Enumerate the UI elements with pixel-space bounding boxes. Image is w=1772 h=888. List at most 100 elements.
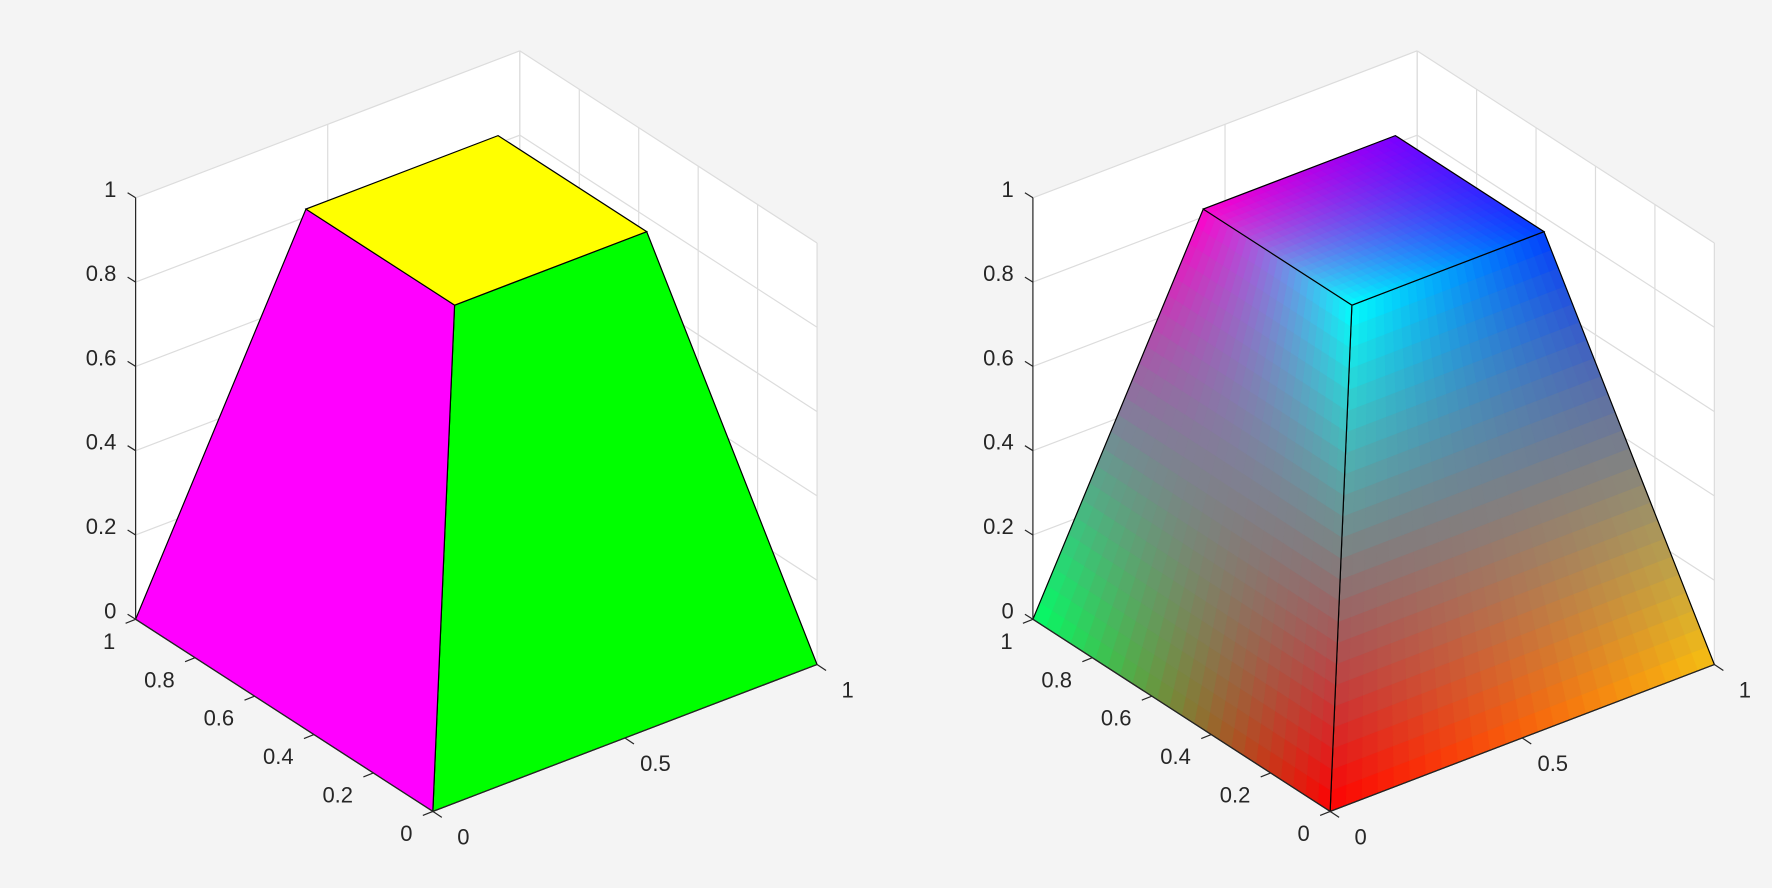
z-tick-label: 1 [104, 177, 116, 202]
tick-mark [127, 529, 136, 536]
y-tick-label: 0.2 [1220, 783, 1251, 808]
y-tick-label: 1 [103, 629, 115, 654]
face [1201, 134, 1546, 306]
shade-cell [1375, 395, 1387, 421]
y-tick-label: 0.4 [263, 744, 294, 769]
tick-mark [127, 613, 136, 620]
x-tick-label: 0.5 [1537, 751, 1568, 776]
shade-cell [1393, 326, 1404, 352]
shade-cell [1385, 371, 1397, 397]
axis-line [135, 618, 434, 812]
tick-mark [127, 276, 136, 283]
shade-cell [1404, 384, 1417, 410]
tick-mark [127, 445, 136, 452]
face-shading [1329, 231, 1715, 813]
grid-line [1416, 134, 1715, 328]
shade-cell [1357, 360, 1368, 387]
shade-cell [1376, 415, 1388, 442]
z-tick-label: 0 [104, 598, 116, 623]
tick-mark [125, 618, 136, 624]
y-tick-label: 1 [1000, 629, 1012, 654]
shade-cell [1395, 387, 1407, 414]
z-tick-label: 0.4 [86, 430, 117, 455]
z-tick-label: 1 [1001, 177, 1013, 202]
shade-cell [1384, 330, 1395, 356]
tick-mark [127, 192, 136, 199]
grid-line [1416, 50, 1715, 244]
tick-mark [127, 360, 136, 367]
shade-cell [1366, 357, 1377, 383]
tick-mark [1201, 734, 1212, 740]
tick-mark [1319, 810, 1331, 816]
y-tick-label: 0.8 [1041, 667, 1072, 692]
x-tick-label: 1 [841, 677, 853, 702]
face-shading [1032, 208, 1353, 813]
tick-mark [363, 772, 374, 778]
z-tick-label: 0 [1001, 598, 1013, 623]
tick-mark [1521, 737, 1532, 745]
shade-cell [1375, 312, 1386, 338]
z-tick-label: 0.2 [86, 514, 117, 539]
y-tick-label: 0.8 [144, 667, 175, 692]
face [304, 134, 649, 306]
tick-mark [244, 695, 255, 701]
shade-cell [1358, 319, 1369, 345]
shade-cell [1383, 309, 1394, 335]
shade-cell [1366, 398, 1377, 425]
tick-mark [1141, 695, 1153, 701]
tick-mark [1714, 664, 1724, 671]
shade-cell [1393, 347, 1405, 373]
tick-mark [624, 737, 635, 745]
tick-mark [1329, 810, 1340, 818]
x-tick-label: 1 [1739, 677, 1751, 702]
x-tick-label: 0 [1355, 824, 1367, 849]
shade-cell [1403, 363, 1416, 389]
tick-mark [1022, 618, 1034, 624]
shade-cell [1357, 340, 1368, 366]
grid-line [519, 50, 818, 244]
z-tick-label: 0.8 [983, 261, 1014, 286]
shade-cell [1375, 333, 1386, 359]
z-tick-label: 0.8 [86, 261, 117, 286]
tick-mark [1260, 772, 1271, 778]
y-tick-label: 0.4 [1160, 744, 1191, 769]
shade-cell [1375, 374, 1387, 401]
z-tick-label: 0.2 [983, 514, 1014, 539]
axes: 0 0.5 1 0 0.2 0.4 0.6 0.8 1 0 0.2 0.4 0.6 0.8 1 [86, 50, 854, 849]
tick-mark [1024, 529, 1034, 536]
y-tick-label: 0.6 [1101, 706, 1132, 731]
z-tick-label: 0.6 [983, 345, 1014, 370]
shade-cell [1384, 350, 1396, 376]
tick-mark [1024, 192, 1034, 199]
z-tick-label: 0.4 [983, 430, 1014, 455]
x-tick-label: 0 [457, 824, 469, 849]
shade-cell [1391, 286, 1402, 311]
axis-line [1032, 618, 1331, 812]
tick-mark [1024, 613, 1034, 620]
shade-cell [1406, 404, 1419, 430]
tick-mark [1024, 276, 1034, 283]
shade-cell [1383, 289, 1394, 315]
shade-cell [1392, 306, 1403, 332]
y-tick-label: 0.6 [204, 706, 235, 731]
shade-cell [1375, 292, 1385, 318]
tick-mark [1082, 657, 1093, 663]
x-tick-label: 0.5 [640, 751, 671, 776]
y-tick-label: 0.2 [322, 783, 353, 808]
y-tick-label: 0 [400, 821, 412, 846]
shade-cell [1367, 295, 1377, 321]
shade-cell [1375, 354, 1387, 380]
grid-line [1032, 50, 1418, 199]
shade-cell [1386, 411, 1398, 438]
shade-cell [1385, 391, 1397, 417]
y-tick-label: 0 [1298, 821, 1310, 846]
face-shading [1202, 135, 1545, 306]
shade-cell [1366, 378, 1377, 404]
grid-line [519, 134, 818, 328]
z-tick-label: 0.6 [86, 345, 117, 370]
tick-mark [184, 657, 196, 663]
shade-cell [1394, 367, 1406, 393]
tick-mark [1024, 360, 1034, 367]
